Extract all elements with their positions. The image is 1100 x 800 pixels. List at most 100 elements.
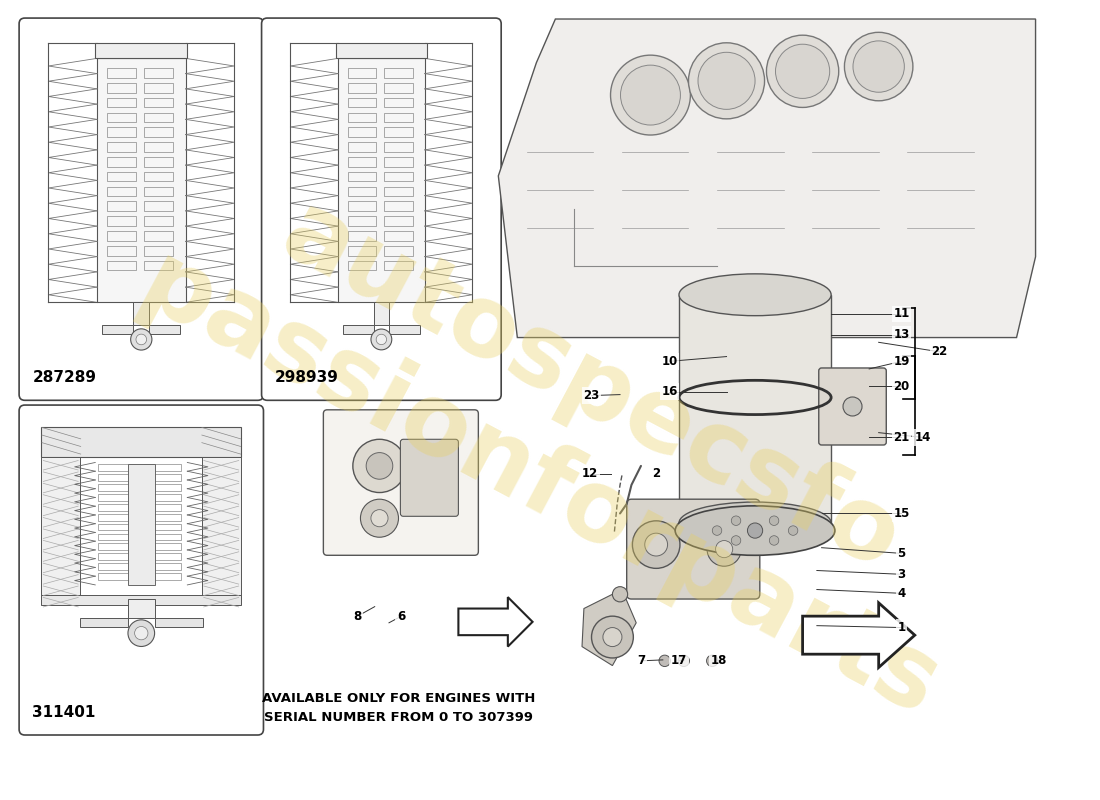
Bar (107, 98, 136, 107)
Bar (128, 465, 155, 585)
Bar (144, 231, 174, 241)
Bar (98, 514, 135, 521)
Text: 3: 3 (898, 568, 905, 581)
Bar (144, 524, 180, 530)
Bar (384, 216, 412, 226)
Bar (98, 534, 135, 540)
Text: 16: 16 (661, 386, 678, 398)
Bar (107, 216, 136, 226)
Bar (97, 58, 186, 302)
Text: 14: 14 (914, 431, 931, 444)
Bar (144, 465, 180, 471)
Bar (384, 157, 412, 166)
Bar (79, 618, 128, 627)
Ellipse shape (679, 274, 832, 316)
Bar (348, 186, 376, 196)
Circle shape (353, 439, 406, 493)
Bar (98, 573, 135, 580)
FancyBboxPatch shape (818, 368, 887, 445)
Bar (384, 172, 412, 182)
Circle shape (769, 536, 779, 546)
Bar (348, 172, 376, 182)
Bar (348, 142, 376, 152)
Circle shape (371, 329, 392, 350)
FancyBboxPatch shape (323, 410, 478, 555)
Bar (384, 83, 412, 93)
Text: 11: 11 (893, 307, 910, 320)
Text: 6: 6 (397, 610, 406, 622)
Circle shape (732, 516, 740, 526)
Circle shape (789, 526, 797, 535)
Text: AVAILABLE ONLY FOR ENGINES WITH: AVAILABLE ONLY FOR ENGINES WITH (262, 692, 536, 706)
Bar (384, 231, 412, 241)
Bar (107, 202, 136, 211)
Text: 7: 7 (637, 654, 645, 667)
Text: 287289: 287289 (32, 370, 97, 385)
Text: 22: 22 (932, 346, 947, 358)
FancyBboxPatch shape (19, 18, 264, 400)
FancyBboxPatch shape (19, 405, 264, 735)
Bar (348, 261, 376, 270)
Bar (144, 186, 174, 196)
Circle shape (592, 616, 634, 658)
Bar (144, 246, 174, 255)
Bar (144, 68, 174, 78)
Circle shape (659, 655, 670, 666)
Circle shape (845, 32, 913, 101)
Text: 15: 15 (893, 507, 910, 520)
Circle shape (843, 397, 862, 416)
Bar (144, 474, 180, 481)
Bar (202, 457, 241, 598)
Circle shape (603, 627, 622, 646)
Bar (95, 42, 187, 58)
Bar (348, 202, 376, 211)
Polygon shape (459, 597, 532, 646)
Circle shape (610, 55, 691, 135)
Polygon shape (498, 19, 1035, 338)
Circle shape (698, 52, 755, 110)
Bar (348, 216, 376, 226)
Bar (155, 618, 204, 627)
Bar (144, 573, 180, 580)
Circle shape (366, 453, 393, 479)
Bar (98, 554, 135, 560)
Bar (98, 484, 135, 491)
Bar (384, 261, 412, 270)
Bar (348, 68, 376, 78)
Bar (144, 534, 180, 540)
Text: 311401: 311401 (32, 705, 96, 720)
Bar (107, 127, 136, 137)
Text: 2: 2 (652, 467, 660, 480)
Bar (144, 113, 174, 122)
Bar (144, 554, 180, 560)
Bar (348, 98, 376, 107)
Bar (107, 68, 136, 78)
Bar (144, 98, 174, 107)
Bar (384, 113, 412, 122)
Text: 8: 8 (353, 610, 362, 622)
Bar (144, 261, 174, 270)
Text: 13: 13 (893, 328, 910, 341)
Bar (144, 202, 174, 211)
Bar (384, 202, 412, 211)
Circle shape (852, 41, 904, 92)
Bar (144, 504, 180, 510)
Bar (338, 58, 425, 302)
Bar (384, 246, 412, 255)
Bar (107, 113, 136, 122)
Ellipse shape (679, 502, 832, 544)
Bar (144, 514, 180, 521)
Circle shape (706, 655, 718, 666)
Bar (107, 231, 136, 241)
Circle shape (136, 334, 146, 345)
Text: 19: 19 (893, 355, 910, 368)
Circle shape (361, 499, 398, 538)
Bar (348, 127, 376, 137)
Text: 1: 1 (898, 621, 905, 634)
Bar (374, 302, 389, 325)
Bar (348, 231, 376, 241)
Bar (348, 246, 376, 255)
Bar (144, 142, 174, 152)
Circle shape (732, 536, 740, 546)
Bar (348, 83, 376, 93)
